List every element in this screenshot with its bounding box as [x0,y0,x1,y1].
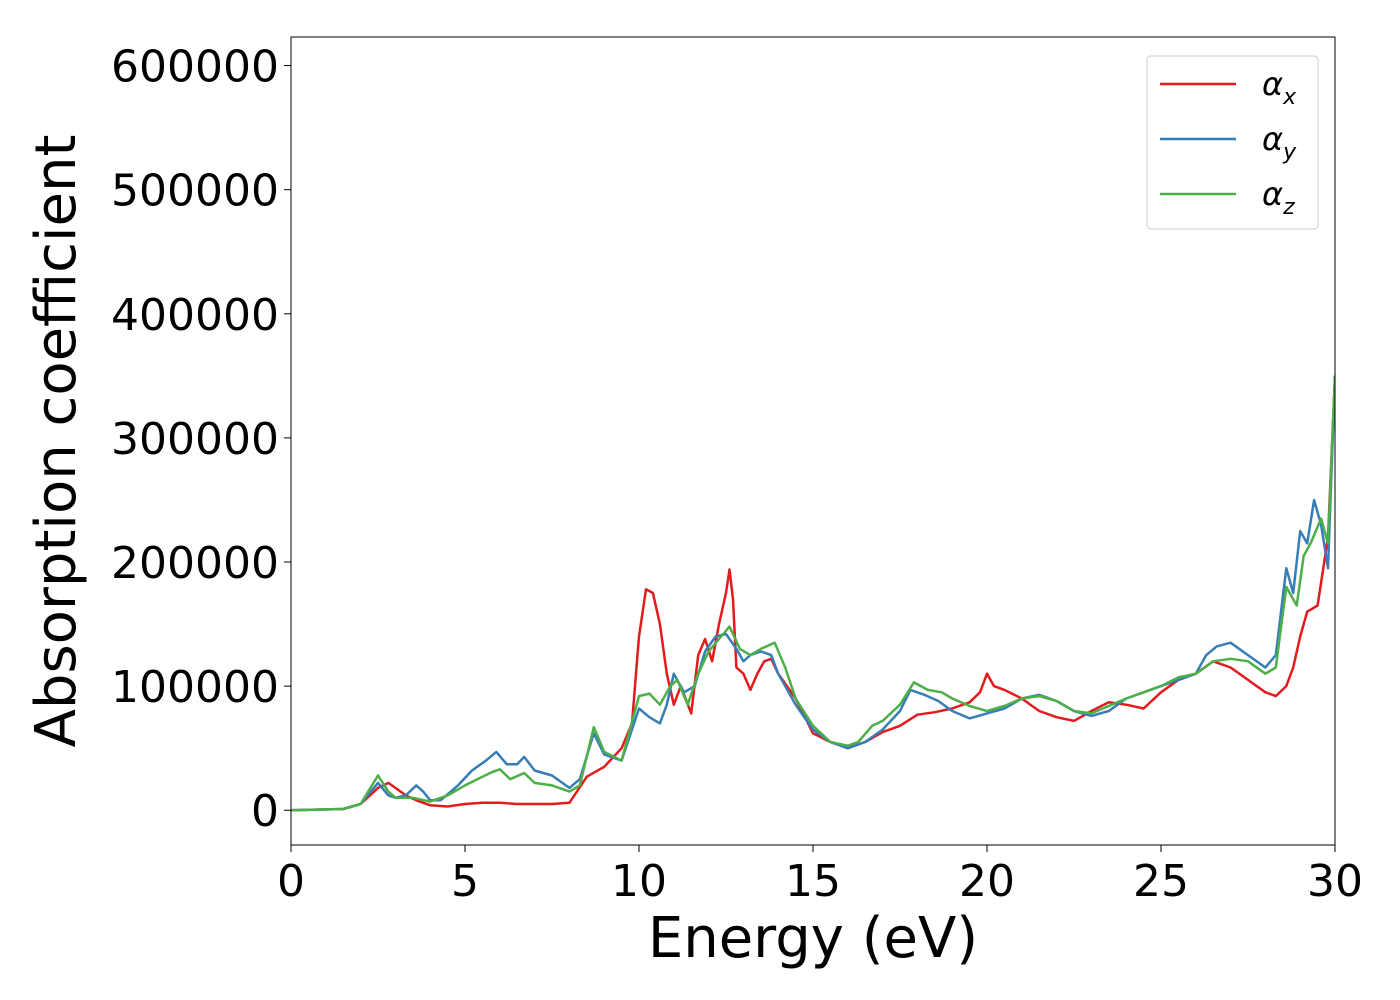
x-tick-label: 0 [277,856,305,907]
legend-label-symbol: α [1262,175,1283,213]
x-tick-label: 15 [785,856,841,907]
legend-label-subscript: z [1282,195,1295,220]
x-tick-label: 25 [1133,856,1189,907]
legend-label-symbol: α [1262,65,1283,103]
legend-label-z: αz [1262,175,1295,220]
x-tick-label: 30 [1307,856,1363,907]
series-layer [291,375,1335,812]
legend-box [1146,55,1319,230]
x-tick-label: 10 [611,856,667,907]
series-line-alpha-y [291,375,1335,812]
y-tick-label: 200000 [111,538,279,589]
x-tick-label: 5 [451,856,479,907]
y-tick-label: 300000 [111,414,279,465]
x-axis-label: Energy (eV) [648,906,978,971]
series-line-alpha-z [291,375,1335,812]
y-tick-label: 600000 [111,42,279,93]
legend-label-subscript: y [1282,140,1297,165]
y-tick-label: 0 [251,786,279,837]
x-axis: 0 5 10 15 20 25 30 [277,845,1363,907]
y-axis-label: Absorption coefficient [24,135,89,748]
y-tick-label: 100000 [111,662,279,713]
legend-label-y: αy [1262,120,1297,165]
y-tick-label: 500000 [111,166,279,217]
legend-label-x: αx [1262,65,1297,110]
legend-label-subscript: x [1282,85,1297,110]
x-tick-label: 20 [959,856,1015,907]
y-axis: 0 100000 200000 300000 400000 500000 600000 [111,42,291,837]
y-tick-label: 400000 [111,290,279,341]
legend-label-symbol: α [1262,120,1283,158]
series-line-alpha-x [291,375,1335,812]
